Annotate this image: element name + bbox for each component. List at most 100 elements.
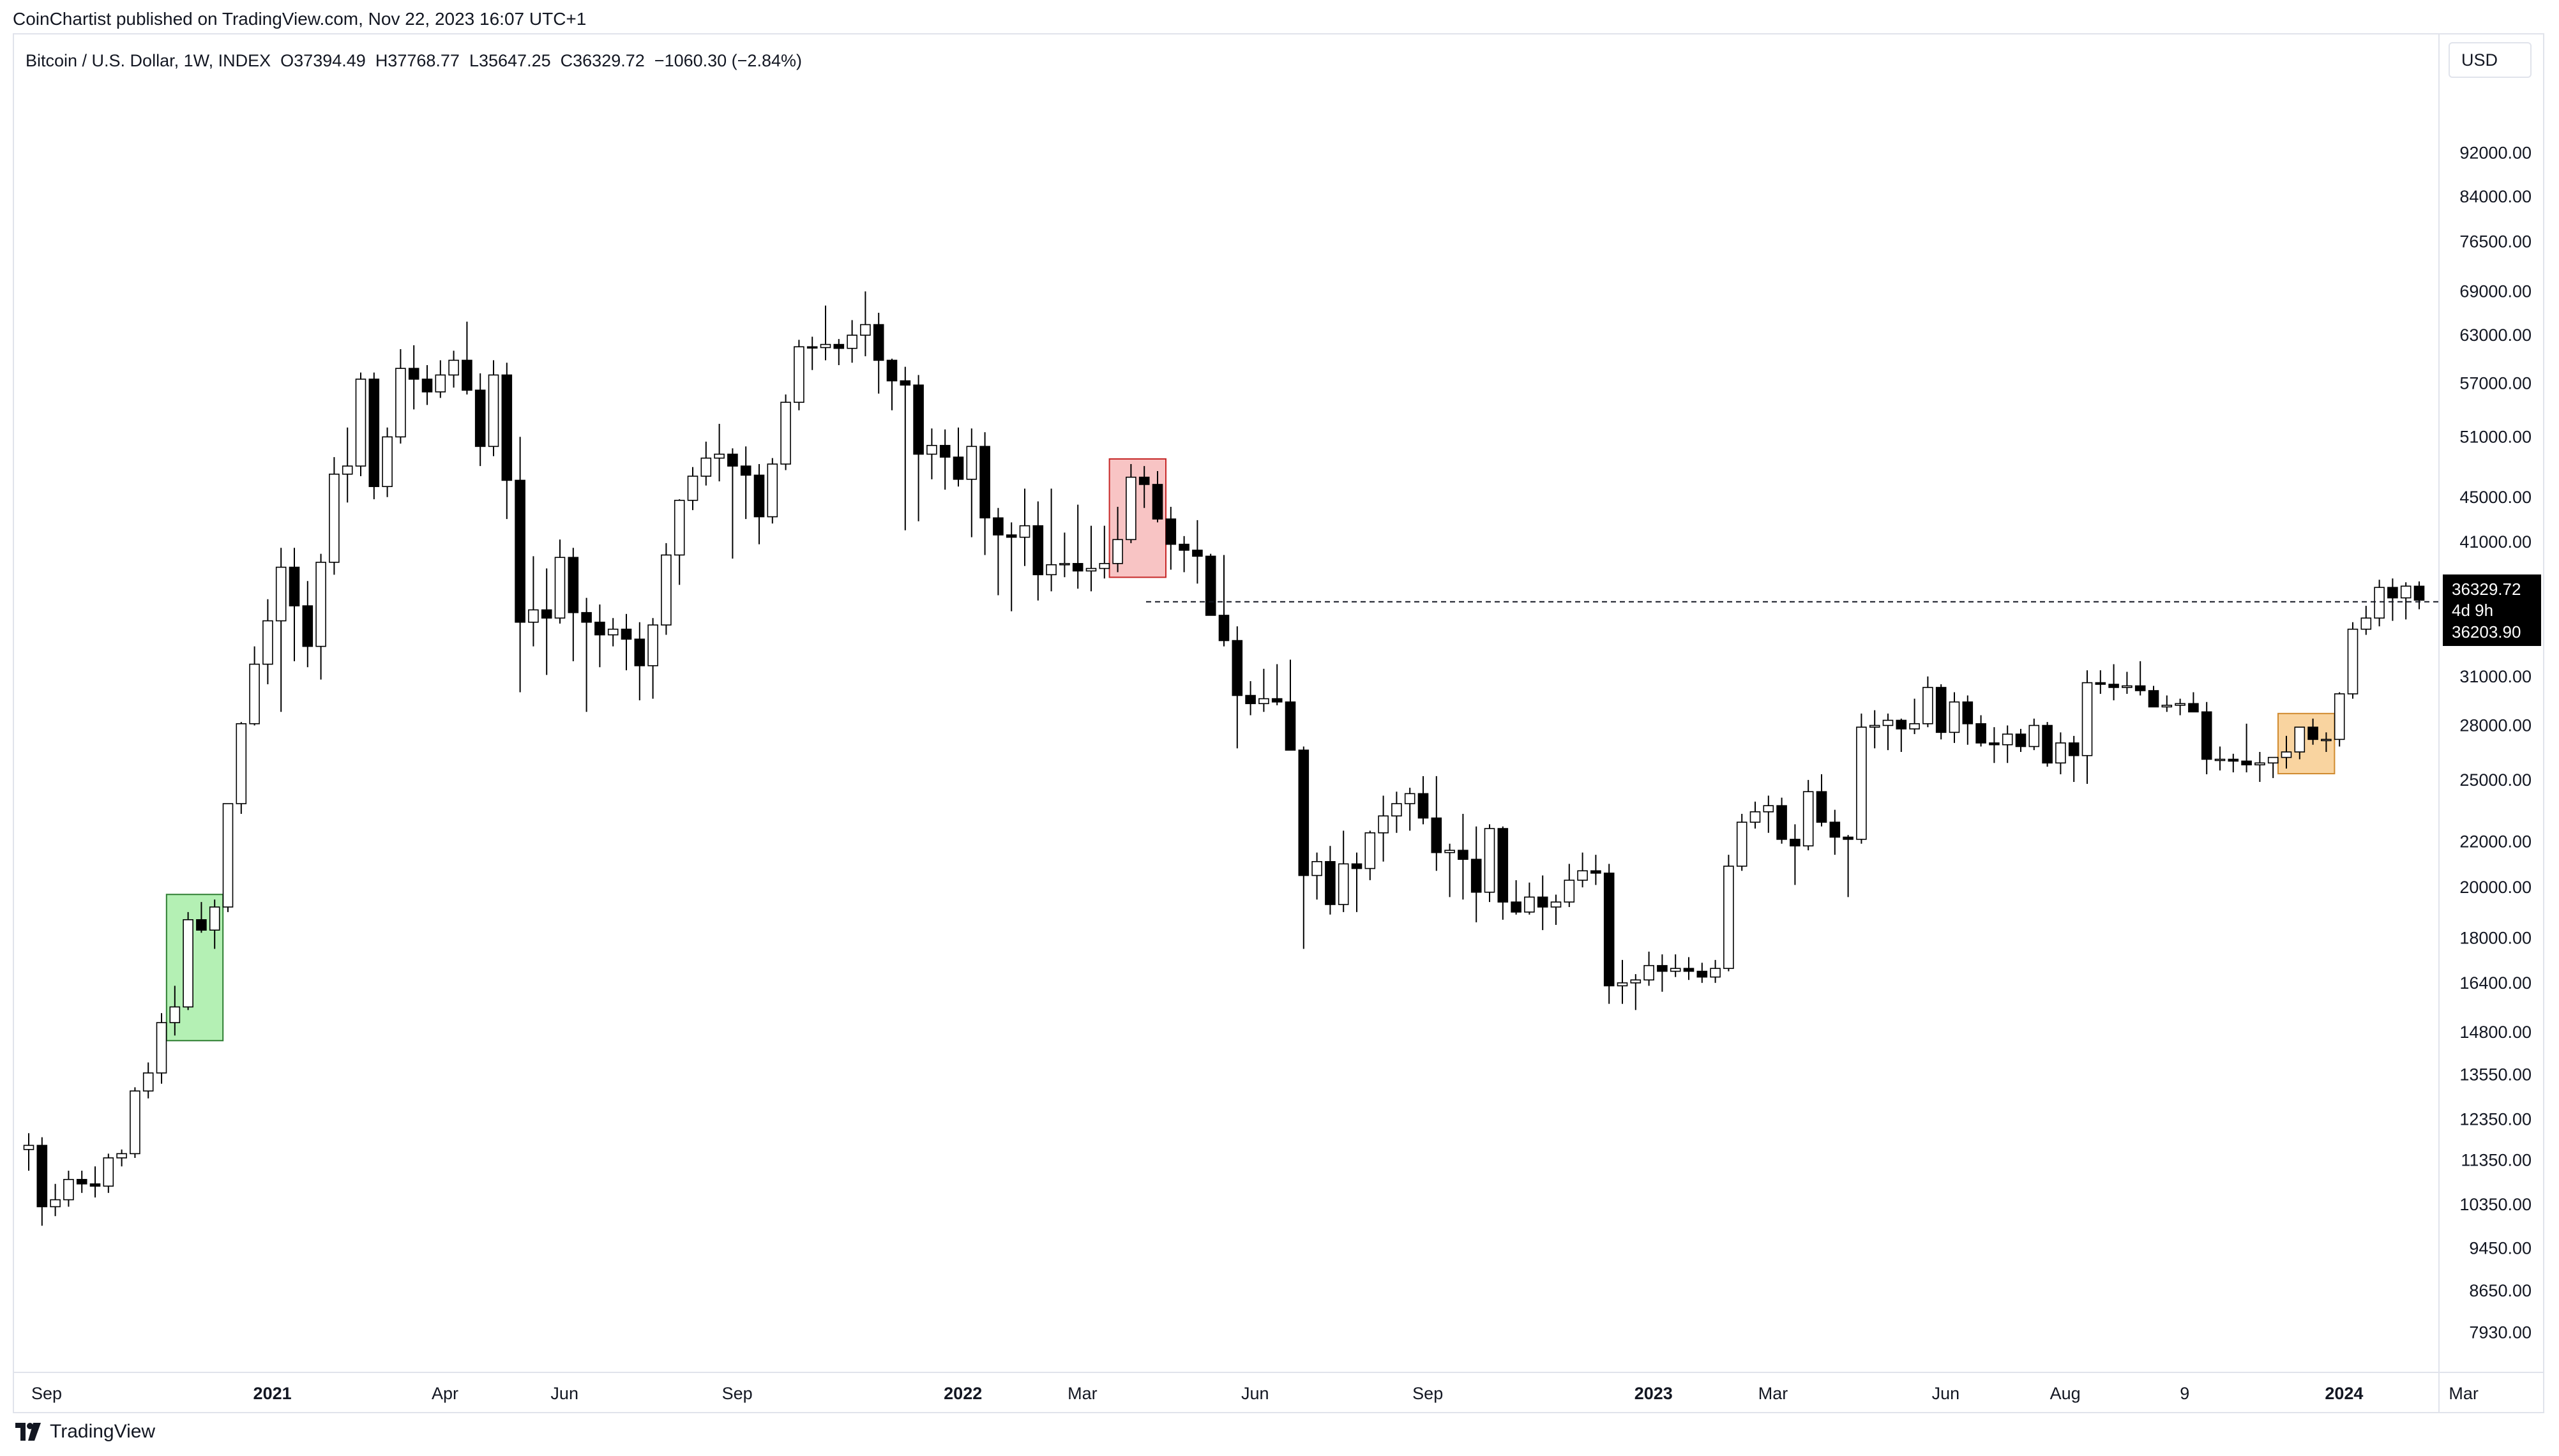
y-tick-label: 7930.00 bbox=[2469, 1323, 2532, 1342]
tradingview-logo[interactable]: TradingView bbox=[14, 1420, 155, 1443]
candle bbox=[262, 599, 273, 685]
candle-body bbox=[329, 474, 340, 563]
candle-body bbox=[2321, 739, 2332, 742]
candle bbox=[156, 1013, 167, 1084]
candle bbox=[1192, 520, 1203, 584]
y-tick-label: 16400.00 bbox=[2459, 973, 2532, 993]
candle bbox=[753, 463, 765, 544]
legend-symbol[interactable]: Bitcoin / U.S. Dollar, 1W, INDEX bbox=[26, 51, 271, 70]
candle-body bbox=[236, 723, 247, 804]
candle bbox=[700, 441, 712, 486]
candle bbox=[2374, 580, 2385, 627]
candle-body bbox=[2002, 733, 2013, 746]
candle-body bbox=[2413, 585, 2425, 601]
candle-body bbox=[1590, 870, 1601, 874]
candle bbox=[2347, 622, 2359, 699]
candle-body bbox=[806, 346, 818, 349]
x-tick-label: Aug bbox=[2050, 1384, 2081, 1403]
candle bbox=[329, 457, 340, 575]
candle-body bbox=[1099, 563, 1110, 569]
price-tag-background bbox=[2443, 574, 2541, 646]
candle-body bbox=[23, 1145, 34, 1150]
candle bbox=[794, 340, 804, 410]
candle bbox=[2122, 672, 2132, 694]
candle-body bbox=[581, 612, 592, 623]
candle-body bbox=[2241, 760, 2252, 765]
x-tick-label: 2022 bbox=[944, 1384, 982, 1403]
candle bbox=[1922, 676, 1933, 728]
price-tag-last: 36329.72 bbox=[2452, 580, 2521, 599]
candle-body bbox=[1391, 803, 1402, 817]
candle bbox=[2161, 695, 2173, 712]
candle-body bbox=[953, 456, 964, 480]
candle-body bbox=[1032, 525, 1044, 576]
candle bbox=[1816, 774, 1827, 827]
candle bbox=[594, 604, 605, 668]
candle bbox=[1404, 788, 1415, 831]
candle-body bbox=[1935, 687, 1947, 733]
y-tick-label: 22000.00 bbox=[2459, 832, 2532, 851]
candle bbox=[421, 365, 433, 405]
candle bbox=[2228, 753, 2239, 772]
y-tick-label: 57000.00 bbox=[2459, 374, 2532, 393]
candle bbox=[1444, 843, 1455, 897]
candle bbox=[2095, 670, 2106, 694]
candle-body bbox=[727, 453, 738, 467]
x-tick-label: Mar bbox=[1068, 1384, 1098, 1403]
candle bbox=[568, 548, 579, 661]
candle-body bbox=[1085, 567, 1097, 572]
candle-body bbox=[966, 446, 978, 480]
x-tick-label: Sep bbox=[1412, 1384, 1443, 1403]
candle bbox=[1364, 830, 1376, 880]
candle-body bbox=[209, 906, 220, 931]
candle bbox=[63, 1171, 74, 1207]
candle bbox=[275, 548, 287, 712]
candle bbox=[2188, 692, 2199, 713]
legend-close: C36329.72 bbox=[560, 51, 645, 70]
candle-body bbox=[1271, 698, 1283, 703]
legend-open: O37394.49 bbox=[280, 51, 366, 70]
candle-body bbox=[1470, 859, 1482, 893]
candle-body bbox=[1882, 719, 1894, 726]
candle-body bbox=[568, 557, 579, 613]
currency-selector[interactable]: USD bbox=[2449, 42, 2532, 78]
candle bbox=[647, 618, 658, 699]
candle bbox=[1046, 488, 1057, 592]
candle-body bbox=[1949, 701, 1960, 733]
y-tick-label: 18000.00 bbox=[2459, 929, 2532, 948]
candle bbox=[847, 320, 857, 363]
candle-body bbox=[342, 465, 353, 475]
candle-body bbox=[2148, 690, 2159, 708]
candle bbox=[2267, 756, 2279, 778]
candle bbox=[488, 360, 499, 456]
candle bbox=[142, 1062, 154, 1099]
candle bbox=[342, 427, 353, 503]
candle bbox=[1112, 507, 1123, 573]
candle-body bbox=[1776, 805, 1787, 840]
candle-body bbox=[275, 566, 287, 622]
candle-body bbox=[687, 476, 698, 501]
candle-body bbox=[355, 379, 366, 467]
candle-body bbox=[2307, 726, 2318, 740]
candle bbox=[1351, 852, 1363, 912]
candle bbox=[740, 446, 751, 520]
candle-body bbox=[368, 379, 380, 488]
candle bbox=[2334, 692, 2345, 747]
orange-highlight-box[interactable] bbox=[2277, 712, 2336, 775]
candle bbox=[993, 507, 1004, 596]
candle bbox=[1882, 713, 1894, 751]
candle-body bbox=[1816, 791, 1827, 823]
candle-body bbox=[1802, 791, 1814, 846]
candle bbox=[1138, 466, 1150, 508]
candle bbox=[1417, 776, 1429, 825]
candle-body bbox=[2175, 703, 2185, 706]
x-tick-label: Apr bbox=[432, 1384, 458, 1403]
candle-body bbox=[847, 334, 857, 349]
candle-body bbox=[2387, 587, 2398, 599]
candle-body bbox=[1511, 901, 1521, 913]
candle bbox=[661, 543, 672, 635]
candle bbox=[76, 1171, 87, 1193]
candle-body bbox=[939, 445, 951, 458]
candle bbox=[1338, 830, 1349, 912]
